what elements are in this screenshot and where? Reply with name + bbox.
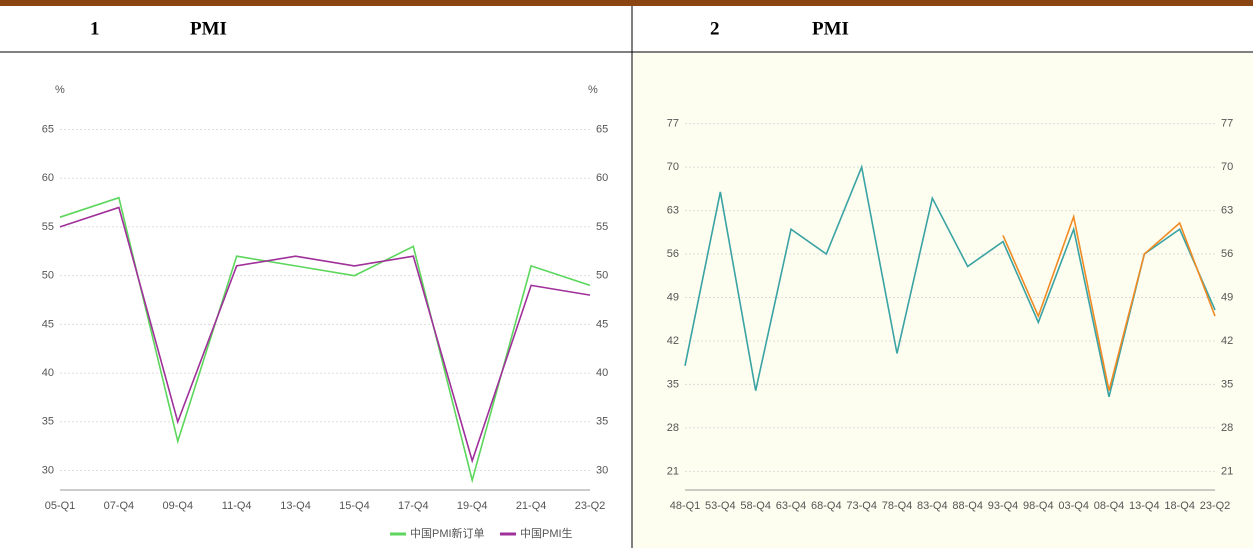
y-tick-label: 40 <box>42 367 54 379</box>
y-tick-label: 60 <box>42 172 54 184</box>
y-tick-label: 21 <box>667 465 679 477</box>
right-bg <box>633 53 1253 548</box>
y-tick-label-right: 28 <box>1221 422 1233 434</box>
x-tick-label: 07-Q4 <box>104 500 135 512</box>
x-tick-label: 23-Q2 <box>575 500 606 512</box>
y-tick-label: 70 <box>667 161 679 173</box>
y-tick-label: 30 <box>42 464 54 476</box>
series-line <box>59 196 591 484</box>
y-tick-label: 45 <box>42 318 54 330</box>
y-tick-label: 49 <box>667 291 679 303</box>
y-tick-label: 35 <box>42 416 54 428</box>
y-tick-label-right: 35 <box>596 416 608 428</box>
legend-label: 中国PMI生 <box>520 526 573 540</box>
x-tick-label: 21-Q4 <box>516 500 547 512</box>
legend-label: 中国PMI新订单 <box>410 526 485 540</box>
x-tick-label: 13-Q4 <box>280 500 311 512</box>
y-tick-label: 56 <box>667 248 679 260</box>
y-tick-label-right: 45 <box>596 318 608 330</box>
y-tick-label-right: 21 <box>1221 465 1233 477</box>
x-tick-label: 05-Q1 <box>45 500 76 512</box>
series-line <box>59 206 591 464</box>
y-tick-label: 50 <box>42 270 54 282</box>
x-tick-label: 98-Q4 <box>1023 500 1054 512</box>
y-tick-label-right: 49 <box>1221 291 1233 303</box>
x-tick-label: 15-Q4 <box>339 500 370 512</box>
x-tick-label: 18-Q4 <box>1164 500 1195 512</box>
y-tick-label-right: 70 <box>1221 161 1233 173</box>
y-tick-label-right: 55 <box>596 221 608 233</box>
y-tick-label-right: 30 <box>596 464 608 476</box>
x-tick-label: 48-Q1 <box>670 500 701 512</box>
x-tick-label: 93-Q4 <box>988 500 1019 512</box>
y-tick-label-right: 63 <box>1221 204 1233 216</box>
panel-number: 1 <box>90 18 100 39</box>
y-tick-label: 55 <box>42 221 54 233</box>
panel-number: 2 <box>710 18 720 39</box>
y-tick-label-right: 60 <box>596 172 608 184</box>
y-unit: % <box>55 84 65 96</box>
x-tick-label: 23-Q2 <box>1200 500 1231 512</box>
y-tick-label: 63 <box>667 204 679 216</box>
y-tick-label: 35 <box>667 378 679 390</box>
x-tick-label: 88-Q4 <box>952 500 983 512</box>
x-tick-label: 68-Q4 <box>811 500 842 512</box>
x-tick-label: 63-Q4 <box>776 500 807 512</box>
y-tick-label-right: 50 <box>596 270 608 282</box>
x-tick-label: 58-Q4 <box>740 500 771 512</box>
x-tick-label: 73-Q4 <box>846 500 877 512</box>
y-tick-label-right: 65 <box>596 123 608 135</box>
y-tick-label-right: 40 <box>596 367 608 379</box>
y-unit: % <box>588 84 598 96</box>
top-bar <box>0 0 1253 6</box>
y-tick-label-right: 77 <box>1221 118 1233 130</box>
y-tick-label: 28 <box>667 422 679 434</box>
x-tick-label: 53-Q4 <box>705 500 736 512</box>
x-tick-label: 09-Q4 <box>162 500 193 512</box>
panel-title: PMI <box>812 18 849 39</box>
x-tick-label: 03-Q4 <box>1058 500 1089 512</box>
x-tick-label: 78-Q4 <box>882 500 913 512</box>
panel-title: PMI <box>190 18 227 39</box>
y-tick-label-right: 56 <box>1221 248 1233 260</box>
x-tick-label: 17-Q4 <box>398 500 429 512</box>
x-tick-label: 08-Q4 <box>1094 500 1125 512</box>
y-tick-label: 42 <box>667 335 679 347</box>
y-tick-label-right: 42 <box>1221 335 1233 347</box>
y-tick-label: 77 <box>667 118 679 130</box>
x-tick-label: 11-Q4 <box>222 500 252 512</box>
x-tick-label: 13-Q4 <box>1129 500 1160 512</box>
series-line <box>1002 213 1216 391</box>
y-tick-label: 65 <box>42 123 54 135</box>
x-tick-label: 19-Q4 <box>457 500 488 512</box>
y-tick-label-right: 35 <box>1221 378 1233 390</box>
x-tick-label: 83-Q4 <box>917 500 948 512</box>
